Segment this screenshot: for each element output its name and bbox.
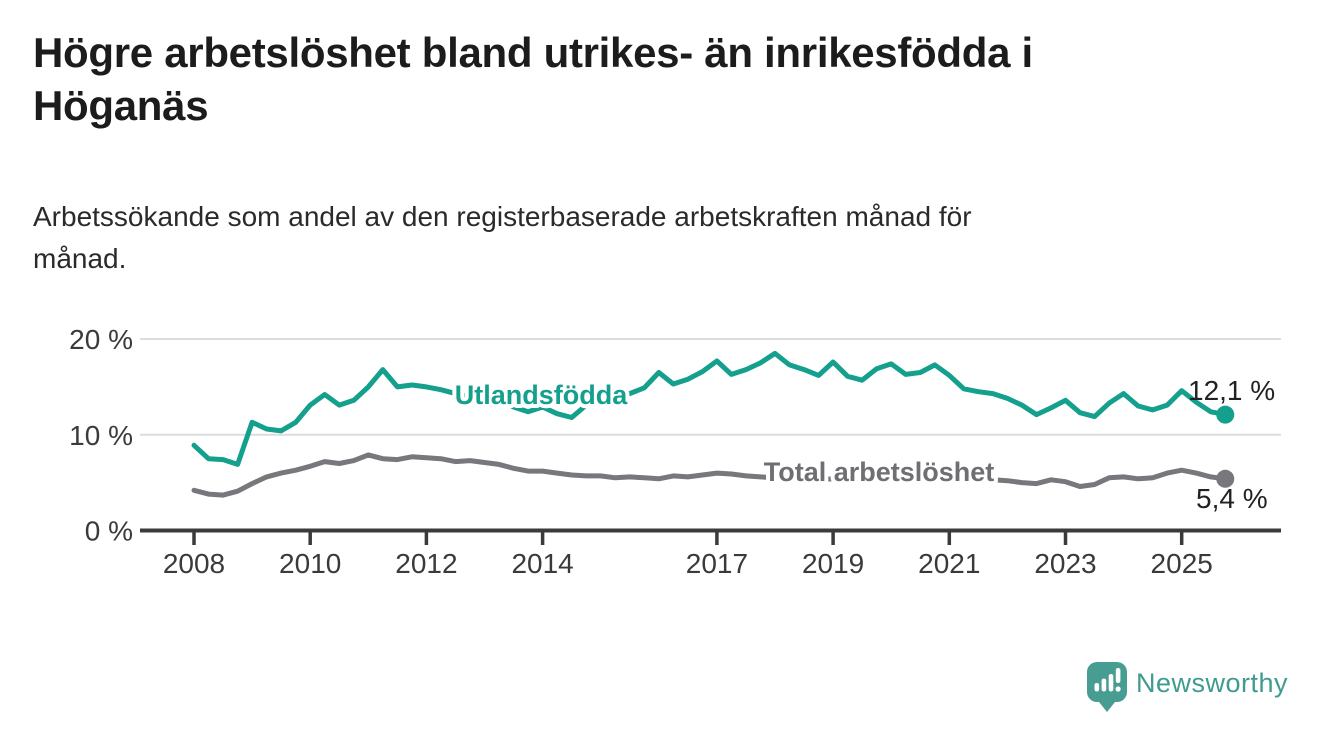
series-label-total: Total arbetslöshet xyxy=(764,457,995,487)
x-axis-tick-label: 2025 xyxy=(1151,548,1213,579)
end-dot-utlandsfodda xyxy=(1216,405,1235,424)
logo-exclamation-icon xyxy=(1115,668,1121,683)
x-axis-tick-label: 2014 xyxy=(511,548,573,579)
newsworthy-logo: Newsworthy xyxy=(1087,662,1288,712)
x-axis-tick-label: 2021 xyxy=(918,548,980,579)
series-label-utlandsfodda: Utlandsfödda xyxy=(455,380,628,410)
y-axis-tick-label: 0 % xyxy=(85,516,133,547)
end-value-label-utlandsfodda: 12,1 % xyxy=(1188,375,1275,406)
x-axis-tick-label: 2023 xyxy=(1034,548,1096,579)
logo-bubble-icon xyxy=(1087,662,1127,712)
end-dot-total xyxy=(1216,469,1235,488)
x-axis-tick-label: 2019 xyxy=(802,548,864,579)
logo-bar-icon xyxy=(1094,683,1100,692)
x-axis-tick-label: 2008 xyxy=(163,548,225,579)
series-line-total xyxy=(191,452,1228,498)
y-axis-tick-label: 10 % xyxy=(69,420,133,451)
y-axis-tick-label: 20 % xyxy=(69,324,133,355)
x-axis-tick-label: 2017 xyxy=(686,548,748,579)
chart-subtitle: Arbetssökande som andel av den registerb… xyxy=(33,201,972,274)
x-axis-tick-label: 2010 xyxy=(279,548,341,579)
logo-bar-icon xyxy=(1108,674,1114,692)
logo-exclamation-dot-icon xyxy=(1115,686,1121,692)
series-line-utlandsfodda xyxy=(191,350,1228,467)
chart-title: Högre arbetslöshet bland utrikes- än inr… xyxy=(33,29,1033,129)
end-value-label-total: 5,4 % xyxy=(1196,483,1268,514)
x-axis-tick-label: 2012 xyxy=(395,548,457,579)
newsworthy-logo-text: Newsworthy xyxy=(1136,668,1288,698)
logo-bar-icon xyxy=(1101,678,1107,692)
